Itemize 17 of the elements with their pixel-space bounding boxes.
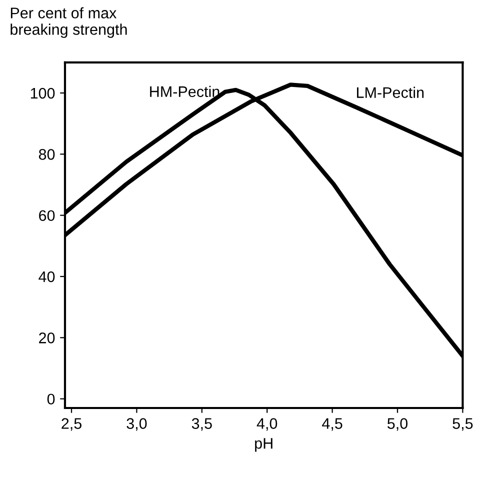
x-tick-label: 4,5 [322, 418, 342, 431]
x-tick-label: 3,0 [126, 418, 147, 431]
x-axis-title: pH [255, 438, 272, 452]
y-tick-label: 0 [47, 394, 55, 405]
y-tick-label: 100 [30, 88, 55, 99]
x-tick-label: 2,5 [62, 418, 82, 431]
x-tick-label: 3,5 [192, 418, 212, 431]
x-tick-label: 4,0 [256, 418, 278, 431]
series-label: LM-Pectin [357, 86, 424, 98]
series-label: HM-Pectin [150, 86, 220, 98]
y-axis-title: Per cent of max breaking strength [10, 7, 127, 38]
y-tick-label: 20 [39, 332, 55, 344]
y-tick-label: 60 [39, 210, 55, 222]
x-tick-label: 5,5 [452, 418, 473, 431]
y-tick-label: 40 [38, 271, 55, 282]
y-tick-label: 80 [38, 149, 55, 160]
x-tick-label: 5,0 [387, 418, 408, 431]
